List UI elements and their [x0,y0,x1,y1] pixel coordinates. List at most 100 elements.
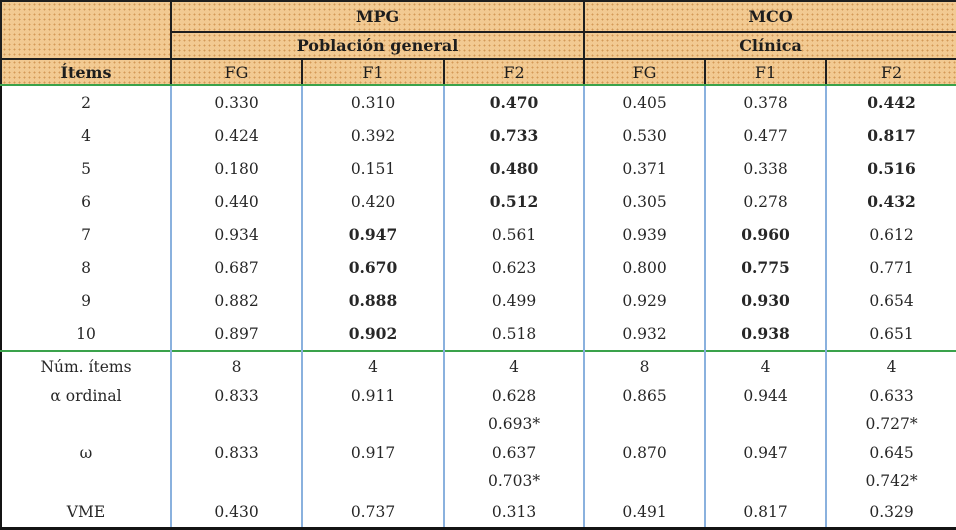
summary-row-alpha-ordinal: α ordinal 0.833 0.911 0.628 0.693* 0.865 … [1,382,956,439]
summary-value-cell: 0.947 [704,439,828,496]
summary-value-cell: 0.313 [442,496,586,529]
summary-value-cell: 4 [704,350,828,382]
value-cell: 0.947 [301,218,445,251]
group-header-mpg: MPG [169,0,586,33]
value-cell: 0.518 [442,317,586,351]
value-cell: 0.512 [442,185,586,218]
summary-value-cell: 0.430 [170,496,303,529]
value-cell: 0.960 [704,218,828,251]
subgroup-header-clinica: Clínica [583,31,956,60]
item-cell: 6 [1,185,172,218]
table-row: 7 0.934 0.947 0.561 0.939 0.960 0.612 [1,218,956,251]
col-header-f1-mpg: F1 [301,58,445,86]
subgroup-header-poblacion-general: Población general [169,31,586,60]
value-cell: 0.378 [704,85,828,119]
value-cell: 0.278 [704,185,828,218]
summary-label: ω [1,439,172,496]
value-cell: 0.392 [301,119,445,152]
summary-value-cell: 0.944 [704,382,828,439]
value-cell: 0.420 [301,185,445,218]
summary-value-cell: 0.645 0.742* [825,439,956,496]
col-header-f1-mco: F1 [704,58,828,86]
value-cell: 0.338 [704,152,828,185]
value-cell: 0.888 [301,284,445,317]
value-cell: 0.310 [301,85,445,119]
item-cell: 2 [1,85,172,119]
value-cell: 0.371 [583,152,707,185]
value-cell: 0.932 [583,317,707,351]
value-cell: 0.817 [825,119,956,152]
value-cell: 0.800 [583,251,707,284]
value-cell: 0.470 [442,85,586,119]
summary-value-cell: 0.870 [583,439,707,496]
summary-value-cell: 0.737 [301,496,445,529]
value-cell: 0.934 [170,218,303,251]
summary-value-cell: 0.633 0.727* [825,382,956,439]
value-cell: 0.670 [301,251,445,284]
column-header-row: Ítems FG F1 F2 FG F1 F2 [0,58,956,86]
value-cell: 0.424 [170,119,303,152]
table-header: MPG MCO Población general Clínica Ítems … [0,0,956,86]
value-cell: 0.432 [825,185,956,218]
value-cell: 0.929 [583,284,707,317]
col-header-f2-mpg: F2 [442,58,586,86]
summary-value-cell: 8 [170,350,303,382]
summary-value-cell: 0.833 [170,382,303,439]
value-cell: 0.561 [442,218,586,251]
summary-label-text: α ordinal [50,387,122,405]
corner-cell [0,0,172,60]
table-row: 10 0.897 0.902 0.518 0.932 0.938 0.651 [1,317,956,351]
summary-value-cell: 8 [583,350,707,382]
summary-value-cell: 0.865 [583,382,707,439]
value-cell: 0.480 [442,152,586,185]
item-cell: 10 [1,317,172,351]
value-cell: 0.405 [583,85,707,119]
summary-value-cell: 4 [825,350,956,382]
value-cell: 0.897 [170,317,303,351]
summary-value-cell: 0.628 0.693* [442,382,586,439]
summary-value-cell: 0.817 [704,496,828,529]
group-header-row: MPG MCO [0,0,956,60]
summary-value-cell: 0.637 0.703* [442,439,586,496]
summary-label: Núm. ítems [1,350,172,382]
value-cell: 0.477 [704,119,828,152]
table-row: 4 0.424 0.392 0.733 0.530 0.477 0.817 [1,119,956,152]
summary-row-vme: VME 0.430 0.737 0.313 0.491 0.817 0.329 [1,496,956,529]
value-cell: 0.516 [825,152,956,185]
value-cell: 0.612 [825,218,956,251]
value-cell: 0.151 [301,152,445,185]
value-cell: 0.530 [583,119,707,152]
value-cell: 0.305 [583,185,707,218]
summary-value-cell: 0.491 [583,496,707,529]
value-cell: 0.938 [704,317,828,351]
table-row: 5 0.180 0.151 0.480 0.371 0.338 0.516 [1,152,956,185]
value-cell: 0.330 [170,85,303,119]
summary-value-cell: 0.833 [170,439,303,496]
value-cell: 0.882 [170,284,303,317]
value-cell: 0.442 [825,85,956,119]
col-header-f2-mco: F2 [825,58,956,86]
value-cell: 0.902 [301,317,445,351]
value-cell: 0.654 [825,284,956,317]
item-cell: 8 [1,251,172,284]
item-cell: 5 [1,152,172,185]
value-cell: 0.623 [442,251,586,284]
subgroup-header-row: Población general Clínica [1,31,956,60]
table-row: 8 0.687 0.670 0.623 0.800 0.775 0.771 [1,251,956,284]
value-cell: 0.499 [442,284,586,317]
value-cell: 0.771 [825,251,956,284]
item-rows: 2 0.330 0.310 0.470 0.405 0.378 0.442 4 … [1,85,956,351]
value-cell: 0.930 [704,284,828,317]
summary-value-cell: 4 [442,350,586,382]
item-cell: 4 [1,119,172,152]
value-cell: 0.651 [825,317,956,351]
summary-row-omega: ω 0.833 0.917 0.637 0.703* 0.870 0.947 0.… [1,439,956,496]
value-cell: 0.733 [442,119,586,152]
items-column-header: Ítems [0,58,172,86]
summary-label: VME [1,496,172,529]
summary-label-text: ω [79,444,93,462]
col-header-fg-mco: FG [583,58,707,86]
value-cell: 0.939 [583,218,707,251]
